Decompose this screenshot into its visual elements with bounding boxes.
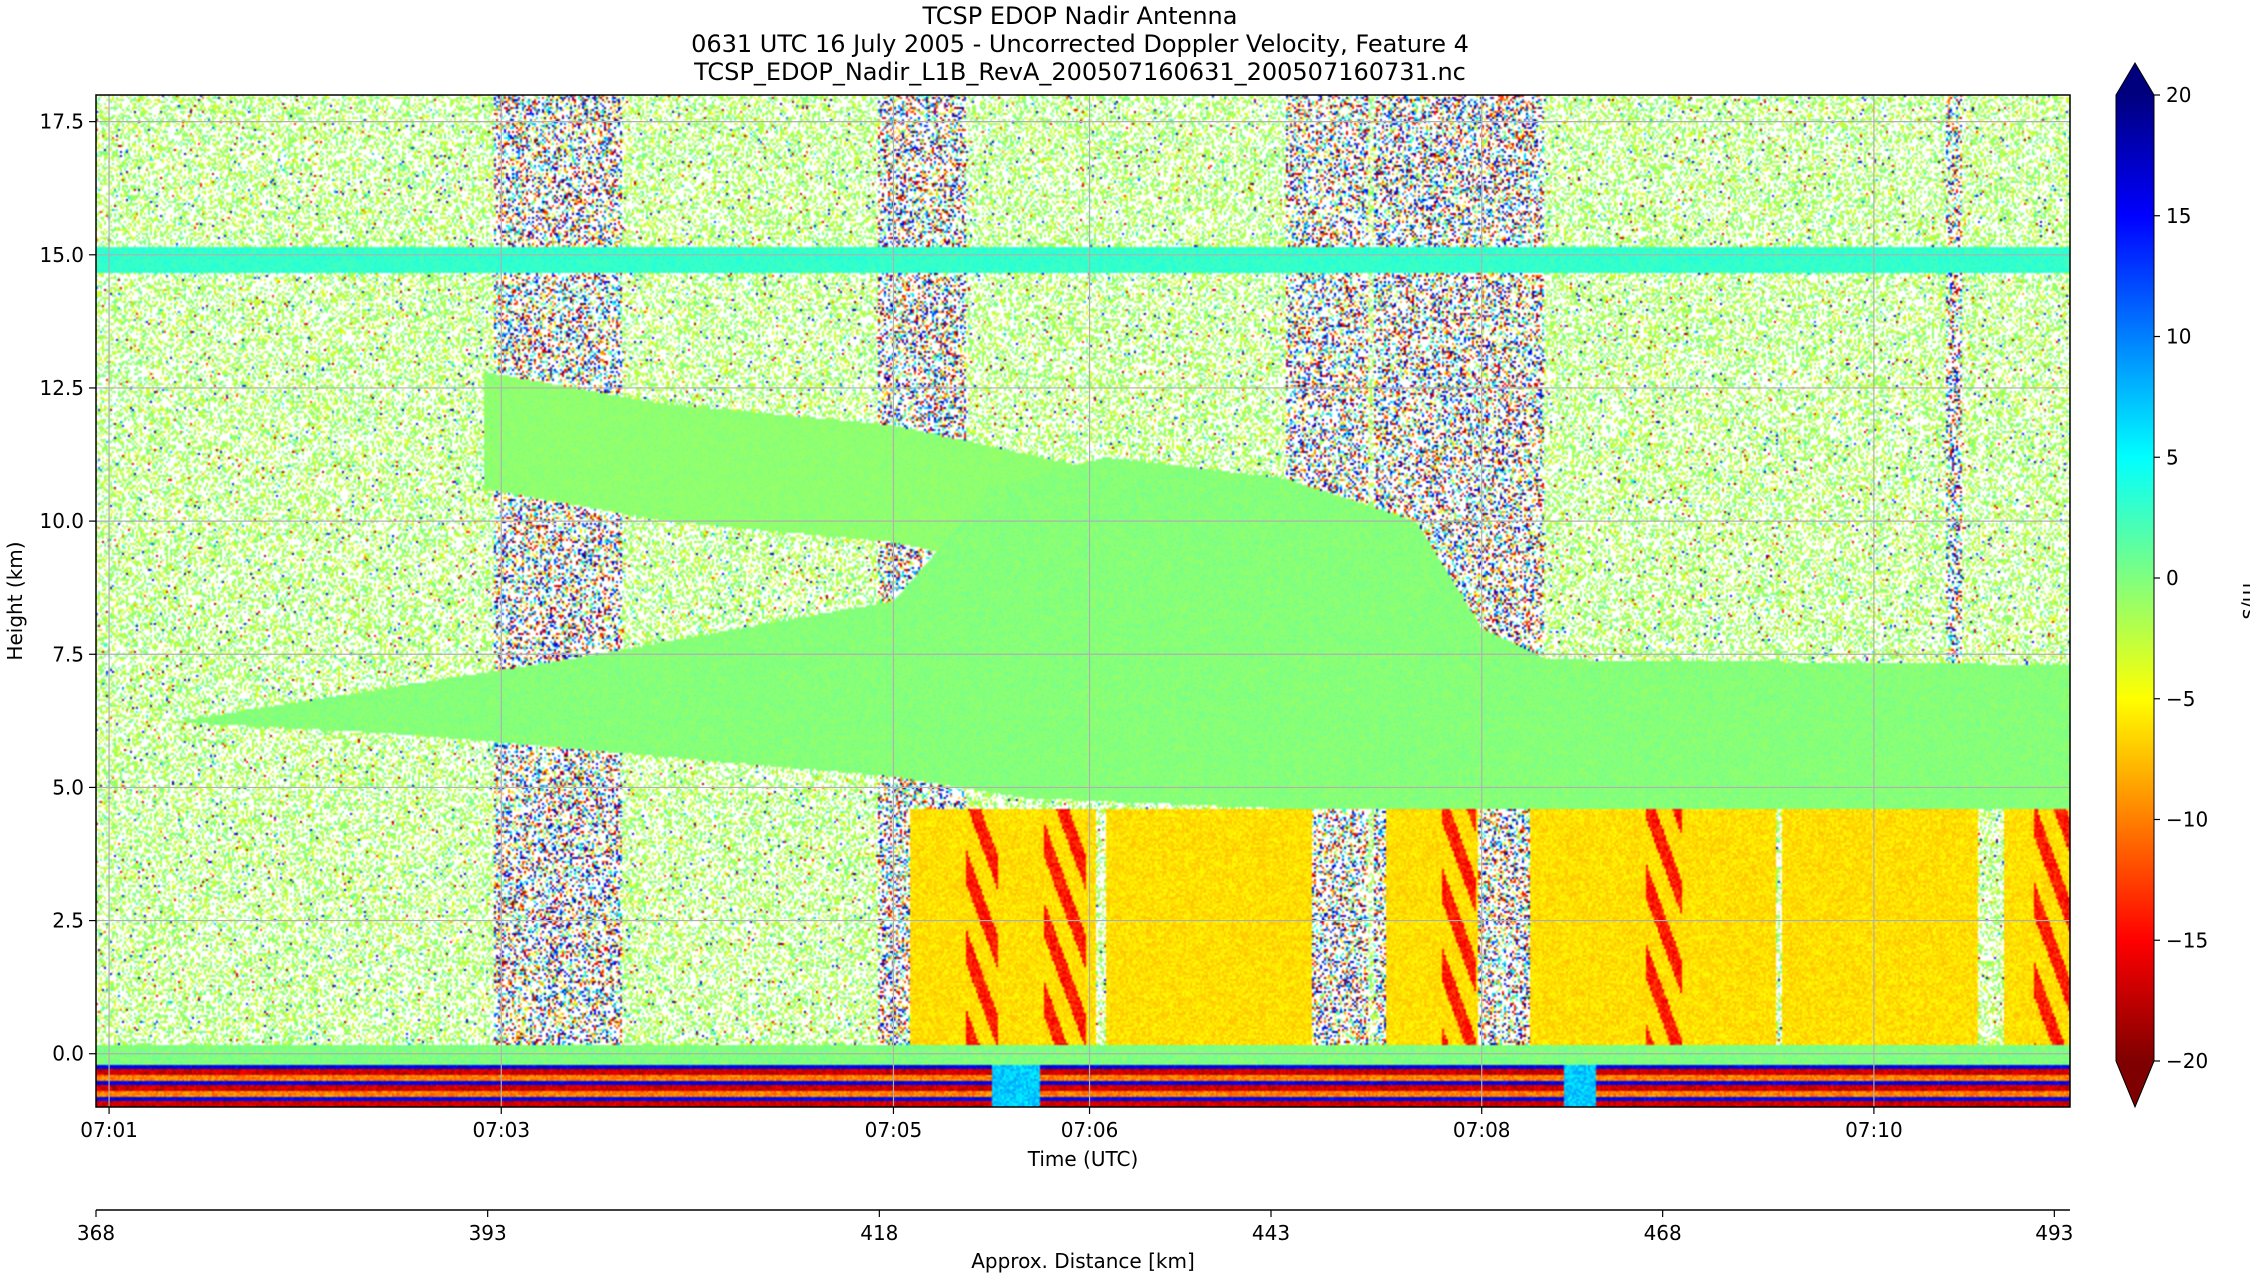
x-tick-label: 07:03 (472, 1118, 530, 1142)
distance-axis-label: Approx. Distance [km] (971, 1249, 1195, 1273)
x-tick-label: 07:05 (865, 1118, 923, 1142)
y-axis-label: Height (km) (3, 541, 27, 660)
distance-tick-label: 368 (77, 1221, 115, 1245)
distance-axis: 368 393 418 443 468 493 (77, 1209, 2073, 1245)
x-axis-label: Time (UTC) (1027, 1147, 1139, 1171)
colorbar-ticks: 20 15 10 5 0 −5 −10 −15 −20 (2154, 83, 2208, 1073)
y-tick-label: 0.0 (52, 1042, 84, 1066)
chart-title-line-1: TCSP EDOP Nadir Antenna (922, 2, 1238, 30)
colorbar-tick-label: −5 (2166, 687, 2195, 711)
chart-title-line-2: 0631 UTC 16 July 2005 - Uncorrected Dopp… (691, 30, 1469, 58)
colorbar-tick-label: −10 (2166, 808, 2208, 832)
x-tick-label: 07:10 (1845, 1118, 1903, 1142)
distance-tick-label: 393 (469, 1221, 507, 1245)
colorbar-tick-label: 10 (2166, 325, 2191, 349)
colorbar-tick-label: −15 (2166, 928, 2208, 952)
y-tick-label: 10.0 (39, 509, 84, 533)
chart-title-line-3: TCSP_EDOP_Nadir_L1B_RevA_200507160631_20… (694, 58, 1466, 86)
colorbar-label: m/s (2238, 583, 2250, 620)
x-tick-label: 07:01 (80, 1118, 138, 1142)
plot-frame (95, 94, 2071, 1108)
colorbar-extend-min (2116, 1061, 2154, 1107)
distance-tick-label: 493 (2035, 1221, 2073, 1245)
y-tick-label: 2.5 (52, 909, 84, 933)
x-axis: 07:01 07:03 07:05 07:06 07:08 07:10 (80, 1107, 1903, 1142)
grid-lines (96, 95, 2070, 1107)
y-tick-label: 17.5 (39, 110, 84, 134)
colorbar-tick-label: 20 (2166, 83, 2191, 107)
y-tick-label: 5.0 (52, 775, 84, 799)
colorbar-tick-label: 15 (2166, 204, 2191, 228)
y-axis: 0.0 2.5 5.0 7.5 10.0 12.5 15.0 17.5 (39, 110, 96, 1066)
colorbar-tick-label: 0 (2166, 566, 2179, 590)
x-tick-label: 07:06 (1061, 1118, 1119, 1142)
colorbar-extend-max (2116, 63, 2154, 95)
distance-tick-label: 443 (1252, 1221, 1290, 1245)
y-tick-label: 7.5 (52, 642, 84, 666)
colorbar-tick-label: 5 (2166, 445, 2179, 469)
colorbar-tick-label: −20 (2166, 1049, 2208, 1073)
doppler-velocity-heatmap (96, 95, 2070, 1107)
distance-tick-label: 418 (860, 1221, 898, 1245)
colorbar: 20 15 10 5 0 −5 −10 −15 −20 (2115, 62, 2208, 1109)
x-tick-label: 07:08 (1453, 1118, 1511, 1142)
colorbar-gradient (2116, 95, 2154, 1061)
y-tick-label: 12.5 (39, 376, 84, 400)
distance-tick-label: 468 (1644, 1221, 1682, 1245)
plot-area (95, 94, 2071, 1108)
y-tick-label: 15.0 (39, 243, 84, 267)
